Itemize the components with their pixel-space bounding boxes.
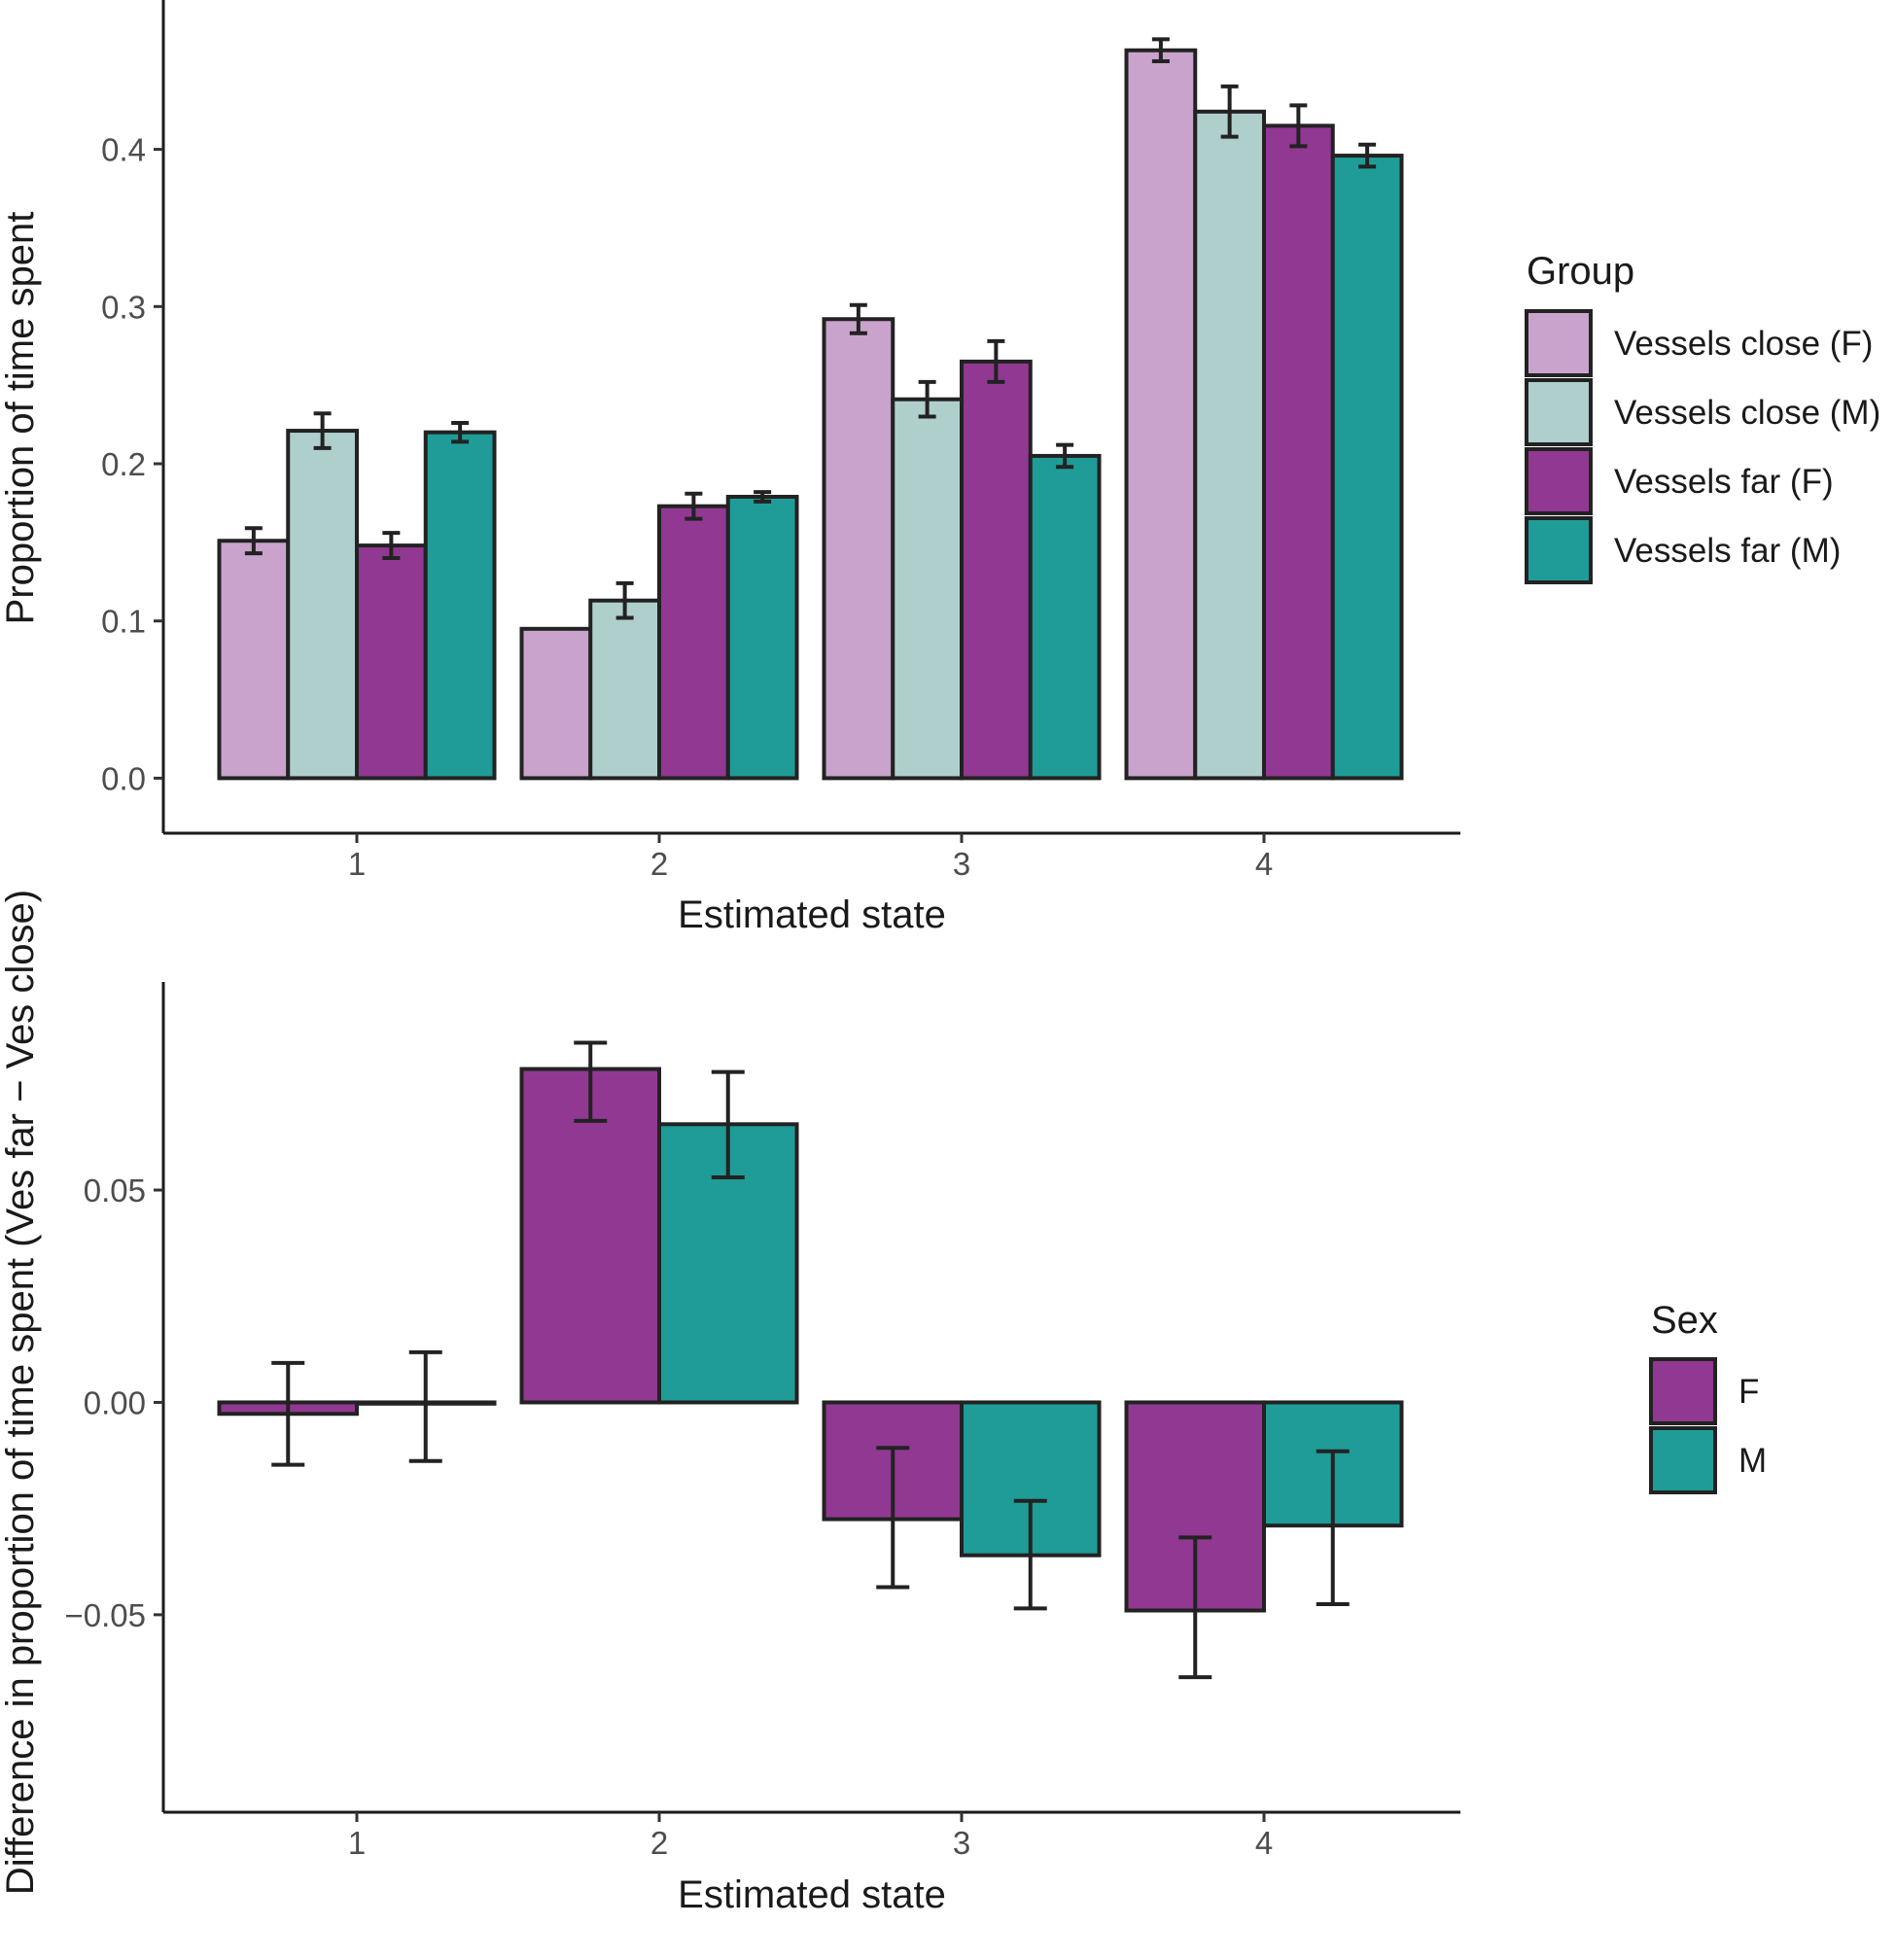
error-bars bbox=[271, 1040, 1350, 1680]
bar-vessels-close-m-state-2 bbox=[588, 598, 661, 781]
y-axis-title: Proportion of time spent bbox=[0, 212, 42, 625]
bar-vessels-far-m-state-2 bbox=[725, 494, 799, 781]
legend-swatch bbox=[1649, 1426, 1717, 1494]
error-bar-m-state-4 bbox=[1316, 1449, 1350, 1606]
error-bar-vessels-close-f-state-4 bbox=[1151, 37, 1170, 64]
legend-label: M bbox=[1738, 1442, 1767, 1480]
bar-vessels-far-f-state-3 bbox=[960, 359, 1033, 781]
error-bar-m-state-2 bbox=[711, 1069, 745, 1179]
error-bar-m-state-1 bbox=[408, 1349, 442, 1463]
legend-title: Group bbox=[1527, 250, 1634, 293]
x-tick-label: 1 bbox=[348, 1825, 366, 1861]
error-bars bbox=[244, 37, 1377, 620]
y-ticks: −0.05 0.00 0.05 bbox=[65, 1172, 163, 1633]
y-tick-label: −0.05 bbox=[65, 1597, 147, 1633]
bars bbox=[217, 48, 1404, 781]
legend-label: Vessels far (M) bbox=[1614, 532, 1841, 570]
error-bar-f-state-1 bbox=[271, 1360, 305, 1467]
bar-vessels-close-m-state-4 bbox=[1193, 109, 1266, 781]
x-tick-label: 2 bbox=[650, 846, 668, 882]
y-tick-label: 0.0 bbox=[101, 760, 146, 796]
error-bar-f-state-2 bbox=[574, 1040, 608, 1123]
legend-item-f: F bbox=[1649, 1357, 1759, 1425]
x-axis-title: Estimated state bbox=[678, 1873, 946, 1916]
y-tick-label: 0.1 bbox=[101, 604, 146, 640]
bar-vessels-close-f-state-4 bbox=[1124, 48, 1198, 781]
error-bar-f-state-4 bbox=[1178, 1535, 1212, 1680]
error-bar-f-state-3 bbox=[876, 1446, 910, 1590]
legend-swatch bbox=[1525, 378, 1593, 446]
panel-proportion-time-spent: 0.0 0.1 0.2 0.3 0.4 1 2 3 4 Estimated state Pro… bbox=[0, 0, 1880, 936]
y-tick-label: 0.00 bbox=[84, 1384, 146, 1420]
panel-difference-proportion: −0.05 0.00 0.05 1 2 3 4 Estimated state Diffe… bbox=[0, 890, 1767, 1916]
bar-vessels-far-m-state-3 bbox=[1028, 453, 1102, 781]
x-ticks: 1 2 3 4 bbox=[348, 833, 1273, 882]
x-tick-label: 3 bbox=[953, 1825, 970, 1861]
y-axis-title: Difference in proportion of time spent (… bbox=[0, 890, 42, 1895]
bar-vessels-far-f-state-1 bbox=[355, 543, 428, 781]
y-tick-label: 0.05 bbox=[84, 1172, 146, 1208]
x-tick-label: 1 bbox=[348, 846, 366, 882]
y-tick-label: 0.4 bbox=[101, 132, 146, 168]
x-tick-label: 4 bbox=[1255, 1825, 1273, 1861]
legend-swatch bbox=[1525, 309, 1593, 377]
legend-title: Sex bbox=[1651, 1299, 1718, 1342]
y-tick-label: 0.2 bbox=[101, 446, 146, 482]
error-bar-m-state-3 bbox=[1013, 1498, 1047, 1611]
bar-vessels-close-m-state-3 bbox=[891, 397, 964, 781]
bars bbox=[217, 1067, 1404, 1613]
bar-vessels-close-f-state-1 bbox=[217, 539, 291, 781]
legend-label: Vessels close (M) bbox=[1614, 394, 1880, 432]
error-bar-vessels-close-m-state-2 bbox=[615, 580, 634, 620]
bar-vessels-far-m-state-1 bbox=[423, 430, 497, 781]
legend-label: Vessels far (F) bbox=[1614, 463, 1834, 501]
bar-vessels-far-f-state-4 bbox=[1262, 123, 1335, 781]
error-bar-vessels-far-m-state-2 bbox=[754, 490, 772, 504]
error-bar-vessels-far-f-state-2 bbox=[685, 491, 703, 521]
legend-item-vessels-far-f: Vessels far (F) bbox=[1525, 447, 1834, 515]
legend-swatch bbox=[1649, 1357, 1717, 1425]
legend-label: Vessels close (F) bbox=[1614, 325, 1873, 363]
legend-group: Group Vessels close (F) Vessels close (M)… bbox=[1525, 250, 1880, 584]
bar-vessels-close-m-state-1 bbox=[286, 429, 359, 781]
legend-swatch bbox=[1525, 447, 1593, 515]
error-bar-vessels-close-m-state-3 bbox=[918, 379, 936, 419]
x-ticks: 1 2 3 4 bbox=[348, 1812, 1273, 1861]
error-bar-vessels-far-f-state-4 bbox=[1289, 103, 1308, 149]
legend-swatch bbox=[1525, 516, 1593, 584]
bar-vessels-close-f-state-3 bbox=[822, 317, 895, 781]
y-tick-label: 0.3 bbox=[101, 289, 146, 325]
legend-label: F bbox=[1738, 1373, 1759, 1411]
error-bar-vessels-far-f-state-1 bbox=[382, 531, 401, 561]
legend-item-m: M bbox=[1649, 1426, 1767, 1494]
legend-item-vessels-far-m: Vessels far (M) bbox=[1525, 516, 1841, 584]
error-bar-vessels-close-m-state-1 bbox=[313, 411, 332, 450]
error-bar-vessels-close-f-state-1 bbox=[244, 526, 263, 556]
error-bar-vessels-far-f-state-3 bbox=[987, 338, 1005, 384]
x-tick-label: 2 bbox=[650, 1825, 668, 1861]
legend-item-vessels-close-f: Vessels close (F) bbox=[1525, 309, 1873, 377]
x-axis-title: Estimated state bbox=[678, 893, 946, 936]
bar-vessels-close-f-state-2 bbox=[519, 626, 593, 781]
error-bar-vessels-far-m-state-3 bbox=[1056, 442, 1074, 470]
legend-sex: Sex FM bbox=[1649, 1299, 1767, 1494]
bar-f-state-2 bbox=[519, 1067, 661, 1405]
error-bar-vessels-far-m-state-4 bbox=[1358, 142, 1377, 169]
legend-item-vessels-close-m: Vessels close (M) bbox=[1525, 378, 1880, 446]
error-bar-vessels-far-m-state-1 bbox=[451, 420, 470, 444]
error-bar-vessels-close-f-state-3 bbox=[849, 302, 867, 335]
error-bar-vessels-close-m-state-4 bbox=[1220, 84, 1239, 139]
bar-vessels-far-m-state-4 bbox=[1330, 154, 1404, 781]
x-tick-label: 3 bbox=[953, 846, 970, 882]
y-ticks: 0.0 0.1 0.2 0.3 0.4 bbox=[101, 132, 163, 796]
x-tick-label: 4 bbox=[1255, 846, 1273, 882]
bar-vessels-far-f-state-2 bbox=[657, 504, 730, 781]
